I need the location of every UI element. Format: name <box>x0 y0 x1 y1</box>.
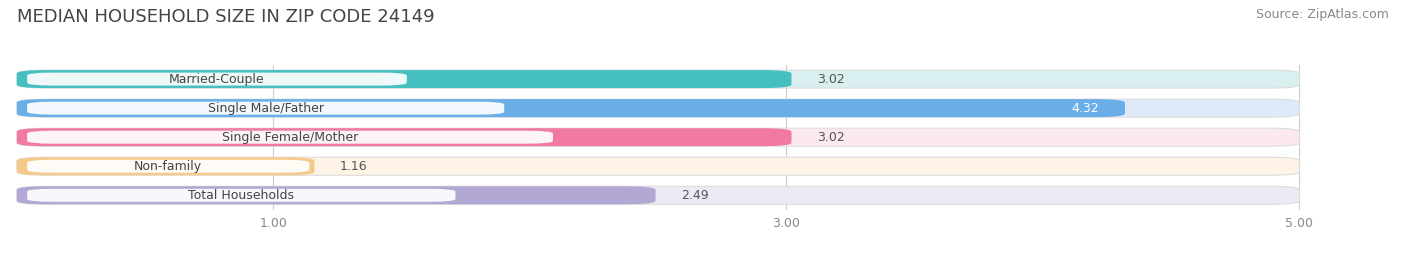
FancyBboxPatch shape <box>27 160 309 173</box>
Text: Single Male/Father: Single Male/Father <box>208 102 323 115</box>
FancyBboxPatch shape <box>17 70 792 88</box>
Text: Married-Couple: Married-Couple <box>169 73 264 86</box>
FancyBboxPatch shape <box>27 189 456 202</box>
FancyBboxPatch shape <box>27 131 553 144</box>
Text: Non-family: Non-family <box>134 160 202 173</box>
FancyBboxPatch shape <box>27 73 406 86</box>
FancyBboxPatch shape <box>17 128 1299 146</box>
Text: Single Female/Mother: Single Female/Mother <box>222 131 359 144</box>
Text: Total Households: Total Households <box>188 189 294 202</box>
FancyBboxPatch shape <box>27 102 505 115</box>
FancyBboxPatch shape <box>17 128 792 146</box>
Text: MEDIAN HOUSEHOLD SIZE IN ZIP CODE 24149: MEDIAN HOUSEHOLD SIZE IN ZIP CODE 24149 <box>17 8 434 26</box>
FancyBboxPatch shape <box>17 70 1299 88</box>
FancyBboxPatch shape <box>17 186 655 204</box>
FancyBboxPatch shape <box>17 157 315 175</box>
FancyBboxPatch shape <box>17 99 1299 117</box>
Text: 2.49: 2.49 <box>681 189 709 202</box>
FancyBboxPatch shape <box>17 186 1299 204</box>
Text: 3.02: 3.02 <box>817 73 845 86</box>
FancyBboxPatch shape <box>17 99 1125 117</box>
Text: 3.02: 3.02 <box>817 131 845 144</box>
Text: 1.16: 1.16 <box>340 160 368 173</box>
Text: Source: ZipAtlas.com: Source: ZipAtlas.com <box>1256 8 1389 21</box>
Text: 4.32: 4.32 <box>1071 102 1099 115</box>
FancyBboxPatch shape <box>17 157 1299 175</box>
